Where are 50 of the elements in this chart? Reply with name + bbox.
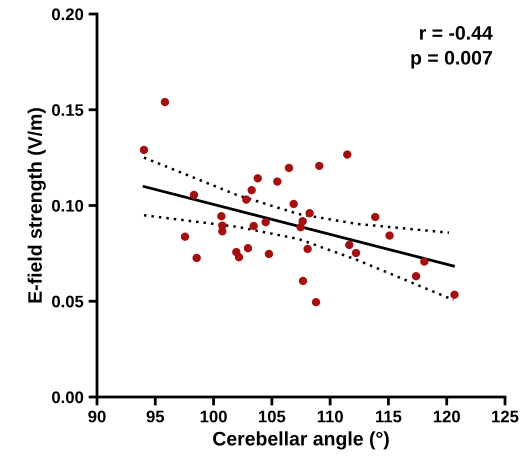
point xyxy=(312,298,320,306)
line-series xyxy=(142,156,450,234)
point xyxy=(218,227,226,236)
x-tick-label: 100 xyxy=(200,410,227,422)
point xyxy=(248,186,256,194)
point xyxy=(254,174,262,182)
point xyxy=(305,208,314,218)
point xyxy=(190,190,198,200)
point xyxy=(242,195,250,204)
point xyxy=(345,240,354,250)
x-tick-label: 110 xyxy=(318,410,343,422)
point xyxy=(352,248,360,258)
x-axis-title: Cerebellar angle (°) xyxy=(213,431,389,450)
point xyxy=(217,212,226,220)
point xyxy=(298,276,308,286)
point xyxy=(140,146,148,154)
point xyxy=(234,253,244,262)
point xyxy=(412,272,420,280)
x-tick-label: 90 xyxy=(88,410,106,422)
point xyxy=(262,218,270,226)
point xyxy=(192,254,201,262)
point xyxy=(315,162,324,170)
point xyxy=(250,222,258,230)
x-tick-label: 115 xyxy=(376,410,402,422)
y-tick-label: 0.00 xyxy=(52,391,84,404)
x-tick-label: 105 xyxy=(259,410,286,422)
x-tick-label: 120 xyxy=(434,410,460,422)
point xyxy=(296,222,305,232)
annotation: p = 0.007 xyxy=(411,50,492,69)
point xyxy=(284,164,294,172)
y-tick-label: 0.15 xyxy=(52,104,84,116)
point xyxy=(343,150,352,159)
point xyxy=(450,290,459,299)
point xyxy=(371,212,380,222)
annotation: r = -0.44 xyxy=(420,26,493,40)
point xyxy=(264,250,274,258)
y-axis-title: E-field strength (V/m) xyxy=(28,108,46,302)
point xyxy=(180,232,190,241)
y-tick-label: 0.20 xyxy=(52,8,84,20)
x-tick-label: 95 xyxy=(146,410,164,422)
point xyxy=(420,257,428,266)
point xyxy=(160,98,170,106)
y-tick-label: 0.05 xyxy=(52,296,84,308)
point xyxy=(273,177,282,186)
point xyxy=(244,244,252,252)
y-tick-label: 0.10 xyxy=(52,200,84,212)
point xyxy=(303,244,312,254)
x-tick-label: 125 xyxy=(492,410,518,422)
point xyxy=(385,231,394,240)
point xyxy=(289,200,298,208)
